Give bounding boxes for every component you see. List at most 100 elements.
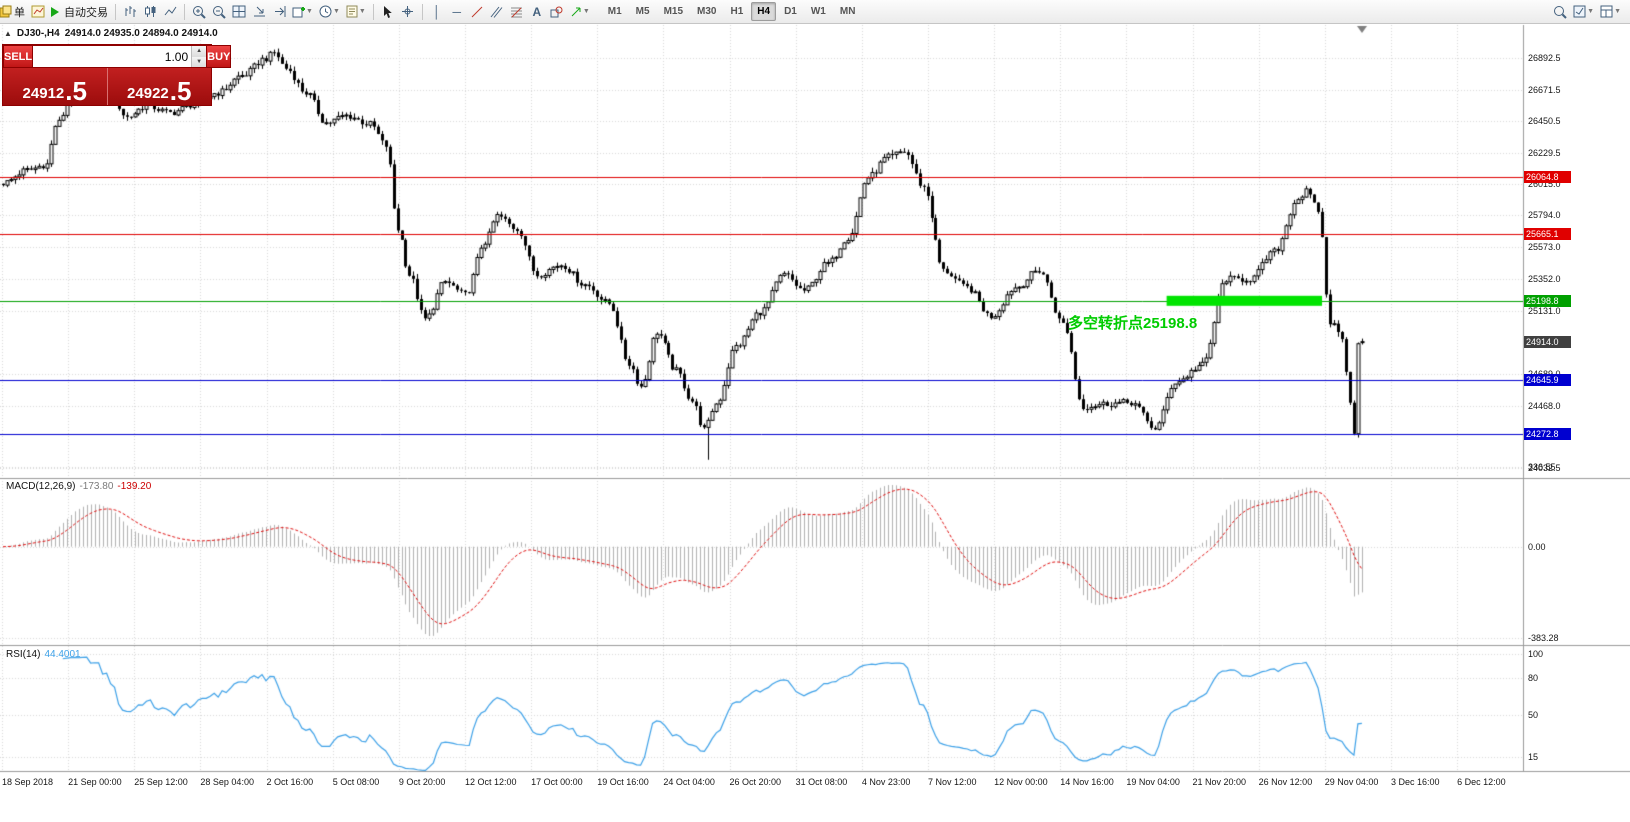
cursor-icon [384, 5, 393, 18]
clock-icon [319, 5, 332, 18]
cursor-button[interactable] [379, 2, 397, 22]
rsi-value: 44.4001 [44, 649, 81, 660]
rsi-name: RSI(14) [6, 649, 41, 660]
timeframe-button-w1[interactable]: W1 [810, 6, 826, 17]
price-tag-resistance-line-2: 25665.1 [1524, 227, 1571, 240]
time-axis-label: 31 Oct 08:00 [795, 777, 848, 787]
macd-main-value: -173.80 [79, 481, 114, 492]
price-scale-label: 26229.5 [1528, 148, 1561, 159]
price-scale-label: 25131.0 [1528, 305, 1561, 316]
timeframe-button-h4[interactable]: H4 [751, 2, 777, 21]
buy-price-fraction: .5 [169, 75, 192, 106]
zoom-in-button[interactable] [190, 2, 208, 22]
buy-button[interactable]: BUY [206, 45, 232, 68]
trendline-icon [471, 6, 483, 17]
text-icon: A [532, 4, 542, 19]
crosshair-button[interactable] [399, 2, 417, 22]
template-icon [346, 5, 358, 18]
price-scale-label: 26892.5 [1528, 53, 1561, 63]
search-button[interactable] [1551, 2, 1569, 22]
chart-candles-button[interactable] [141, 2, 159, 22]
price-tag-pivot-line: 25198.8 [1524, 294, 1571, 307]
volume-up-icon[interactable]: ▲ [192, 46, 207, 57]
volume-down-icon[interactable]: ▼ [192, 56, 207, 67]
chart-line-button[interactable] [161, 2, 179, 22]
sell-price-fraction: .5 [65, 75, 87, 106]
time-axis-label: 12 Oct 12:00 [464, 777, 517, 787]
panel-collapse-icon[interactable]: ▲ [4, 29, 12, 38]
charts-button[interactable] [29, 2, 47, 22]
trendline-button[interactable] [468, 2, 486, 22]
search-icon [1554, 5, 1567, 19]
tile-windows-button[interactable] [230, 2, 248, 22]
timeframe-button-mn[interactable]: MN [839, 6, 856, 17]
sell-button[interactable]: SELL [3, 45, 34, 68]
chart-shift-icon [274, 6, 285, 17]
toolbar-separator [115, 3, 116, 20]
volume-input[interactable] [33, 46, 192, 67]
channel-button[interactable] [488, 2, 506, 22]
text-button[interactable]: A [528, 2, 546, 22]
chart-shift-button[interactable] [270, 2, 288, 22]
time-axis-label: 2 Oct 16:00 [266, 777, 314, 787]
price-scale-label: 24689.0 [1528, 369, 1561, 379]
line-chart-icon [164, 6, 176, 16]
main-toolbar: 单 自动交易 [0, 0, 1630, 24]
bar-chart-icon [125, 6, 136, 17]
horizontal-line-button[interactable]: ─ [448, 2, 466, 22]
buy-price[interactable]: 24922 .5 [108, 68, 212, 105]
horizontal-line-icon: ─ [452, 4, 462, 19]
zoom-out-icon [213, 5, 226, 19]
arrows-button[interactable]: ▼ [568, 2, 592, 22]
autotrade-button[interactable]: 自动交易 [49, 2, 110, 22]
timeframe-button-h1[interactable]: H1 [730, 6, 744, 17]
toolbar-separator [421, 3, 423, 20]
vertical-line-button[interactable]: │ [428, 2, 446, 22]
charts-icon [31, 5, 45, 18]
pivot-annotation-text[interactable]: 多空转折点25198.8 [1068, 315, 1198, 332]
layouts-button[interactable]: ▼ [1598, 2, 1623, 22]
time-axis-label: 21 Sep 00:00 [68, 777, 122, 787]
timeframe-button-d1[interactable]: D1 [784, 6, 797, 17]
dropdown-caret-icon: ▼ [1614, 8, 1621, 15]
time-axis-label: 4 Nov 23:00 [861, 777, 911, 787]
periods-button[interactable]: ▼ [317, 2, 342, 22]
rsi-label: RSI(14) 44.4001 [6, 649, 81, 660]
new-chart-button[interactable]: ▼ [290, 2, 315, 22]
dropdown-caret-icon: ▼ [1587, 8, 1595, 15]
rsi-scale-label: 100 [1528, 649, 1544, 659]
time-axis-label: 29 Nov 04:00 [1324, 777, 1379, 787]
volume-stepper[interactable]: ▲ ▼ [191, 46, 207, 67]
chart-bars-button[interactable] [121, 2, 139, 22]
layouts-icon [1600, 5, 1613, 18]
sell-price[interactable]: 24912 .5 [3, 68, 108, 105]
time-axis-label: 14 Nov 16:00 [1060, 777, 1114, 787]
price-scale-label: 25573.0 [1528, 242, 1561, 253]
shapes-icon [550, 6, 563, 17]
favorites-icon [1573, 5, 1586, 18]
timeframe-button-m1[interactable]: M1 [607, 6, 622, 17]
shapes-button[interactable] [548, 2, 566, 22]
favorites-button[interactable]: ▼ [1571, 2, 1596, 22]
price-tag-current-price: 24914.0 [1524, 335, 1571, 348]
time-axis-label: 6 Dec 12:00 [1457, 777, 1506, 787]
chart-ohlc-values: 24914.0 24935.0 24894.0 24914.0 [64, 28, 218, 39]
price-scale-label: 26450.5 [1528, 116, 1561, 127]
fibonacci-button[interactable] [508, 2, 526, 22]
price-scale-label: 24468.0 [1528, 400, 1561, 411]
price-scale-label: 26671.5 [1528, 84, 1561, 95]
time-axis-label: 26 Nov 12:00 [1258, 777, 1313, 787]
templates-button[interactable]: ▼ [344, 2, 368, 22]
time-axis-label: 17 Oct 00:00 [531, 777, 583, 787]
timeframe-button-m5[interactable]: M5 [635, 6, 650, 17]
timeframe-button-m30[interactable]: M30 [697, 6, 717, 17]
new-order-button[interactable]: 单 [0, 2, 27, 22]
zoom-out-button[interactable] [210, 2, 228, 22]
chart-header: ▲ DJ30-,H4 24914.0 24935.0 24894.0 24914… [4, 28, 218, 39]
timeframe-button-m15[interactable]: M15 [663, 6, 684, 17]
macd-signal-value: -139.20 [117, 481, 152, 492]
auto-scroll-button[interactable] [250, 2, 268, 22]
